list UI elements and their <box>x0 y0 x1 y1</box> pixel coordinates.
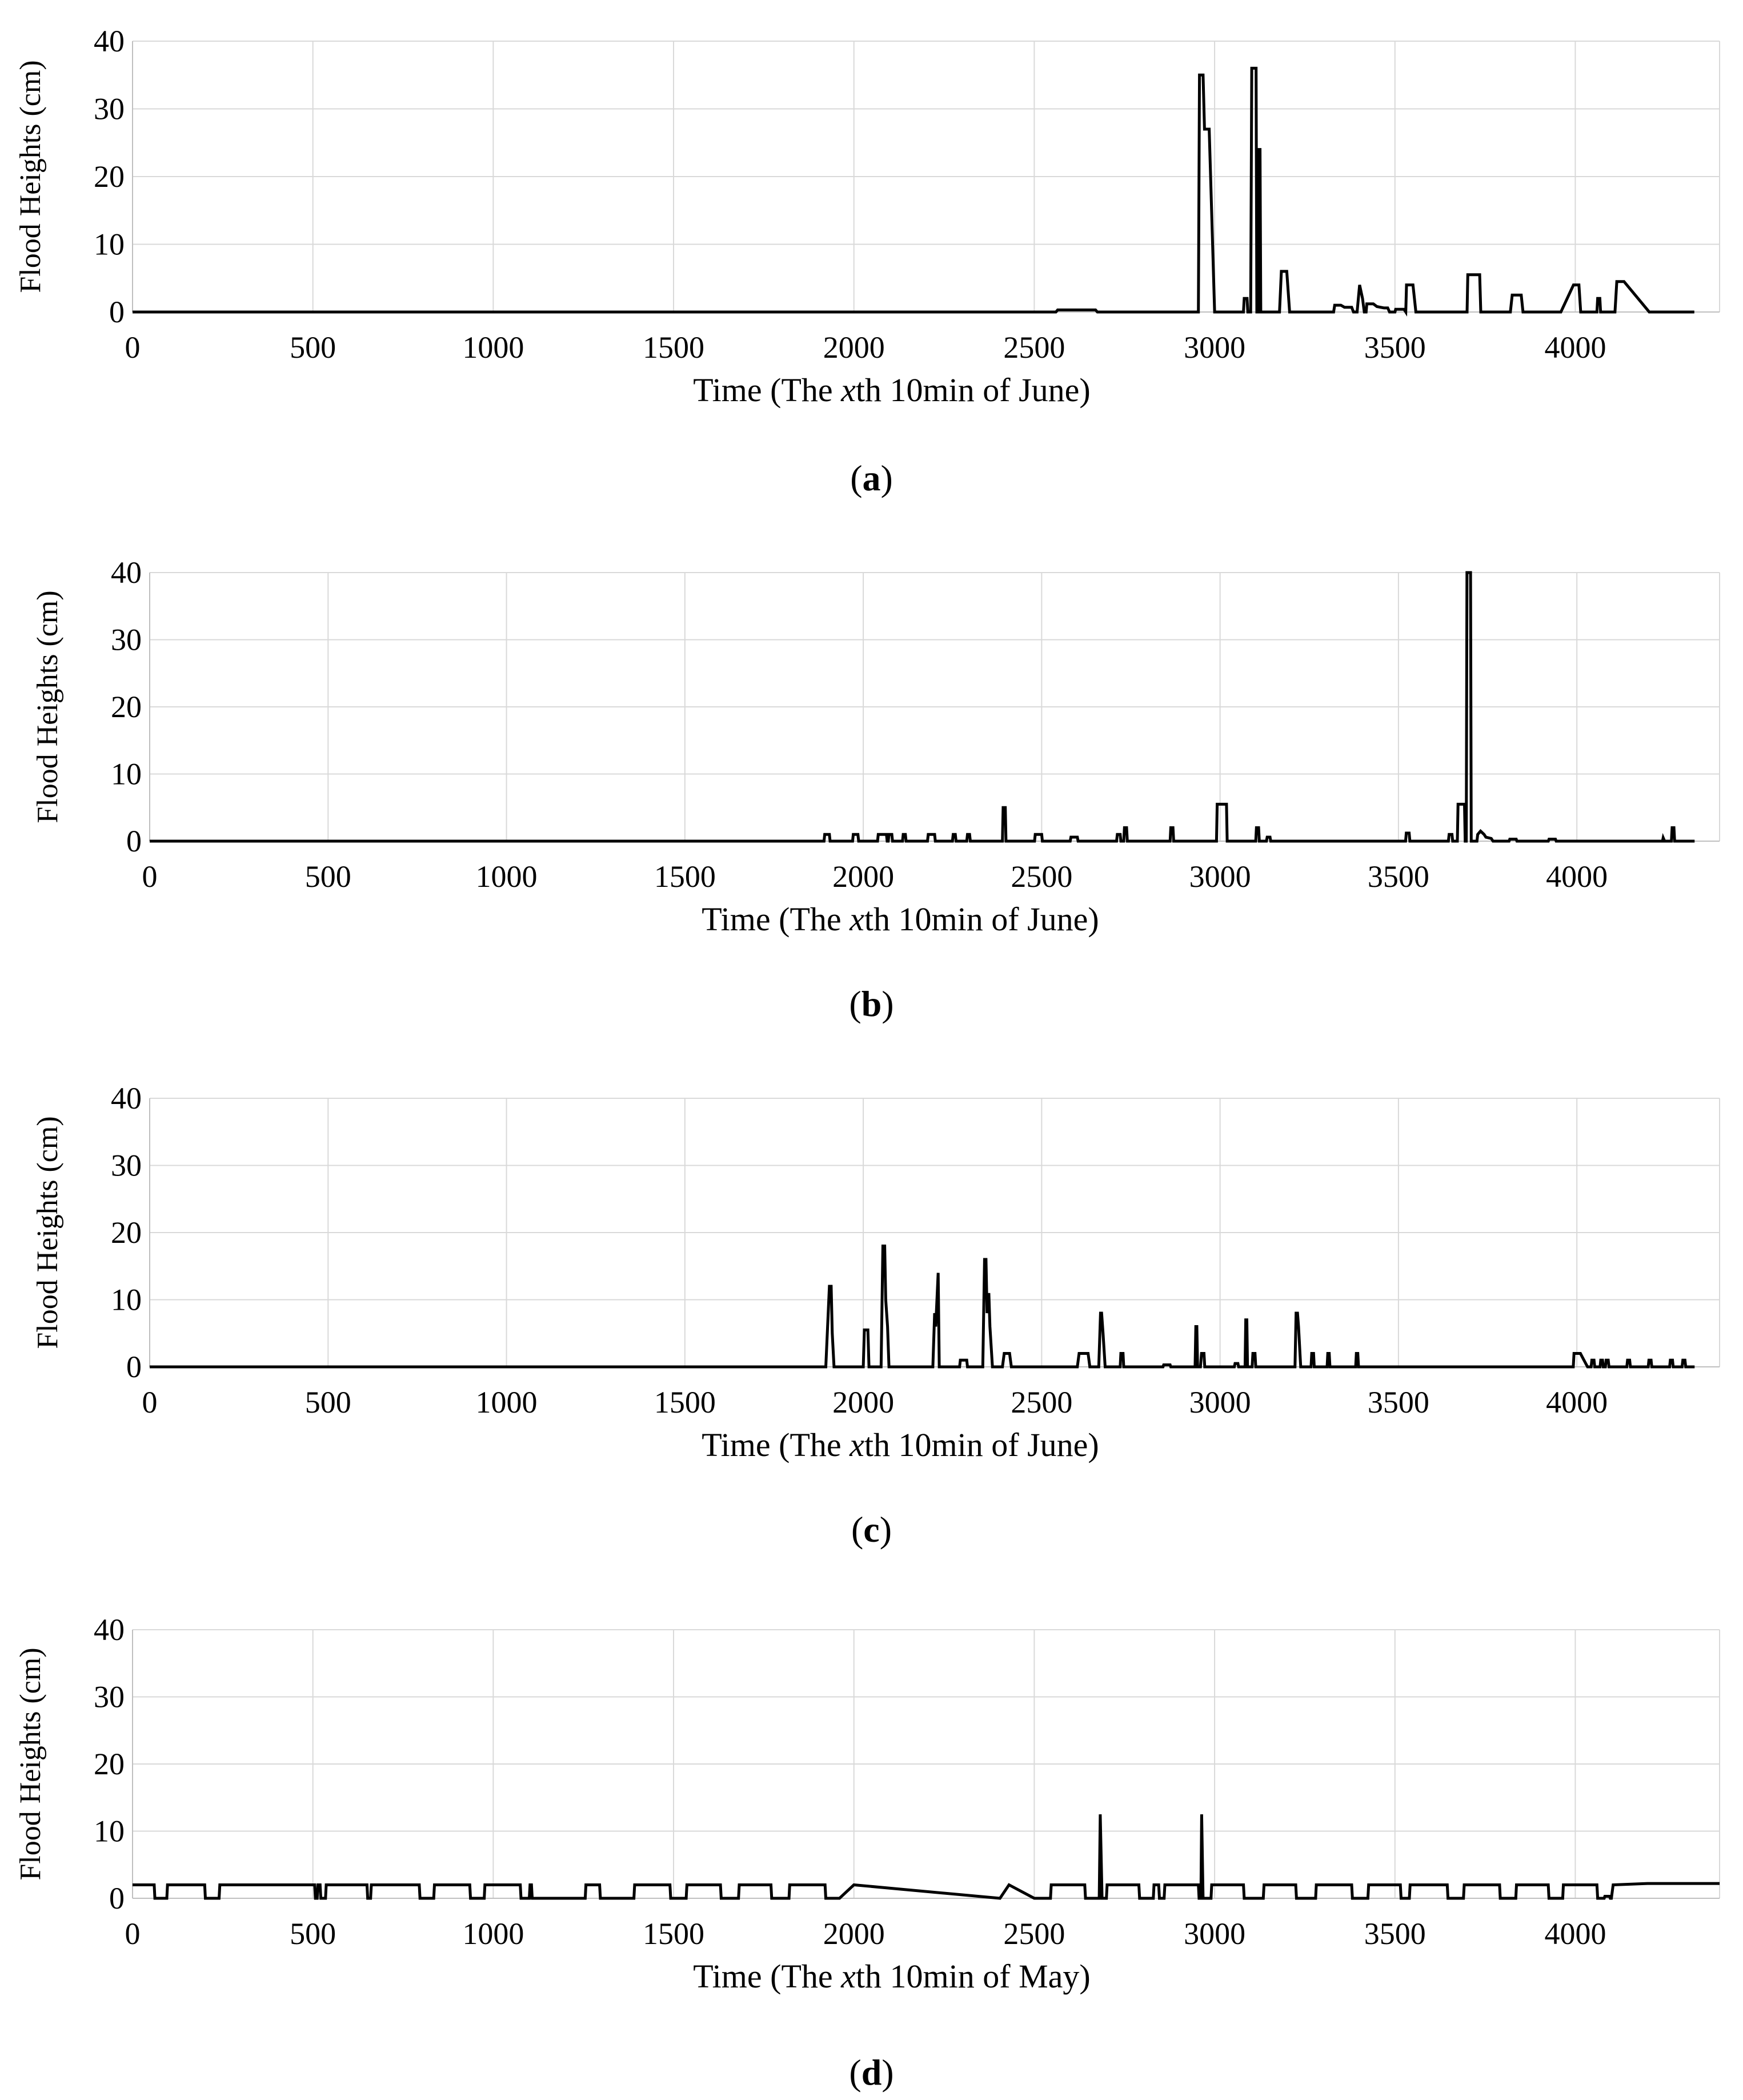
x-tick-label: 3500 <box>1364 330 1426 365</box>
y-tick-label: 10 <box>111 1283 142 1317</box>
y-tick-label: 0 <box>109 295 125 329</box>
y-tick-label: 40 <box>111 1081 142 1115</box>
x-tick-label: 0 <box>142 859 158 894</box>
x-tick-label: 3500 <box>1368 1385 1429 1419</box>
panel-a: 0 500 1000 1500 2000 2500 3000 3500 4000 0 10 20 30 4… <box>0 0 1743 514</box>
panel-c: 0 500 1000 1500 2000 2500 3000 3500 4000 0 10 20 30 4… <box>0 1051 1743 1566</box>
x-tick-label: 500 <box>290 1917 336 1951</box>
x-tick-label: 1000 <box>462 1917 524 1951</box>
x-axis-title: Time (The xth 10min of June) <box>702 1426 1099 1463</box>
y-tick-label: 10 <box>111 757 142 791</box>
x-tick-label: 2000 <box>823 1917 885 1951</box>
panel-d: 0 500 1000 1500 2000 2500 3000 3500 4000 0 10 20 30 4… <box>0 1583 1743 2097</box>
y-axis-title: Flood Heights (cm) <box>14 1647 47 1880</box>
y-tick-label: 30 <box>111 1149 142 1183</box>
x-tick-label: 0 <box>125 330 141 365</box>
y-tick-label: 20 <box>111 1215 142 1250</box>
y-tick-label: 30 <box>94 92 125 126</box>
x-tick-label: 3000 <box>1184 1917 1245 1951</box>
x-tick-label: 3000 <box>1184 330 1245 365</box>
caption-b: (b) <box>849 983 894 1024</box>
x-tick-label: 500 <box>305 1385 351 1419</box>
x-tick-label: 500 <box>290 330 336 365</box>
y-tick-label: 30 <box>94 1680 125 1714</box>
x-tick-label: 2500 <box>1011 1385 1072 1419</box>
chart-c: 0 500 1000 1500 2000 2500 3000 3500 4000 0 10 20 30 4… <box>31 1081 1720 1463</box>
x-tick-label: 2000 <box>832 1385 894 1419</box>
x-tick-label: 2500 <box>1011 859 1072 894</box>
series-line-flood-height <box>133 1814 1720 1900</box>
x-tick-label: 1000 <box>476 859 538 894</box>
x-tick-label: 2000 <box>832 859 894 894</box>
x-axis-title: Time (The xth 10min of June) <box>702 901 1099 938</box>
y-axis-title: Flood Heights (cm) <box>31 590 64 823</box>
x-tick-label: 1500 <box>643 1917 704 1951</box>
y-tick-label: 10 <box>94 1814 125 1849</box>
y-tick-label: 0 <box>109 1881 125 1915</box>
series-line-flood-height <box>150 571 1695 843</box>
x-tick-label: 3500 <box>1368 859 1429 894</box>
x-tick-label: 4000 <box>1546 1385 1608 1419</box>
x-tick-label: 500 <box>305 859 351 894</box>
caption-c: (c) <box>851 1509 892 1550</box>
x-tick-label: 2500 <box>1003 330 1065 365</box>
y-tick-label: 0 <box>126 824 142 858</box>
y-tick-label: 40 <box>111 555 142 590</box>
x-axis-title: Time (The xth 10min of May) <box>693 1958 1090 1995</box>
y-tick-label: 40 <box>94 24 125 58</box>
y-axis-title: Flood Heights (cm) <box>14 60 47 293</box>
x-tick-label: 0 <box>125 1917 141 1951</box>
y-tick-label: 10 <box>94 227 125 262</box>
panel-b: 0 500 1000 1500 2000 2500 3000 3500 4000 0 10 20 30 4… <box>0 526 1743 1040</box>
chart-d: 0 500 1000 1500 2000 2500 3000 3500 4000 0 10 20 30 4… <box>14 1613 1720 1995</box>
x-tick-label: 3000 <box>1189 859 1251 894</box>
x-tick-label: 4000 <box>1544 330 1606 365</box>
series-line-flood-height <box>150 1245 1695 1369</box>
y-tick-label: 20 <box>94 1747 125 1781</box>
chart-b: 0 500 1000 1500 2000 2500 3000 3500 4000 0 10 20 30 4… <box>31 555 1720 938</box>
x-tick-label: 3500 <box>1364 1917 1426 1951</box>
x-tick-label: 1000 <box>476 1385 538 1419</box>
x-tick-label: 1500 <box>654 859 716 894</box>
x-tick-label: 2000 <box>823 330 885 365</box>
caption-a: (a) <box>850 458 893 498</box>
x-tick-label: 1500 <box>654 1385 716 1419</box>
y-tick-label: 20 <box>94 159 125 194</box>
x-tick-label: 1500 <box>643 330 704 365</box>
x-tick-label: 4000 <box>1544 1917 1606 1951</box>
caption-d: (d) <box>849 2052 894 2093</box>
x-tick-label: 1000 <box>462 330 524 365</box>
y-tick-label: 40 <box>94 1613 125 1647</box>
x-tick-label: 3000 <box>1189 1385 1251 1419</box>
y-axis-title: Flood Heights (cm) <box>31 1116 64 1349</box>
y-tick-label: 20 <box>111 690 142 724</box>
x-tick-label: 2500 <box>1003 1917 1065 1951</box>
y-tick-label: 0 <box>126 1350 142 1384</box>
x-tick-label: 0 <box>142 1385 158 1419</box>
series-line-flood-height <box>133 66 1694 317</box>
x-tick-label: 4000 <box>1546 859 1608 894</box>
y-tick-label: 30 <box>111 623 142 657</box>
chart-a: 0 500 1000 1500 2000 2500 3000 3500 4000 0 10 20 30 4… <box>14 24 1720 409</box>
x-axis-title: Time (The xth 10min of June) <box>693 371 1090 409</box>
